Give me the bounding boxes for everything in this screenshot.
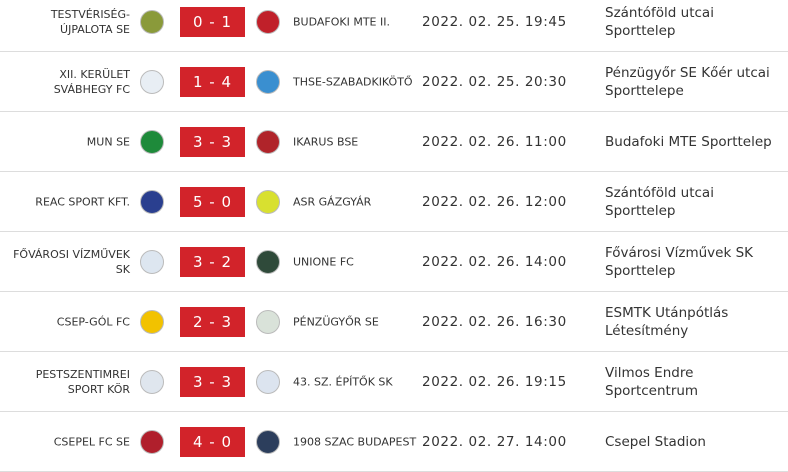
home-team: TESTVÉRISÉG-ÚJPALOTA SE: [50, 7, 130, 36]
match-datetime: 2022. 02. 27. 14:00: [422, 433, 567, 450]
score: 1 - 4: [180, 66, 245, 97]
match-datetime: 2022. 02. 26. 14:00: [422, 253, 567, 270]
venue: Fővárosi Vízművek SK Sporttelep: [605, 244, 753, 279]
away-logo: [256, 9, 280, 34]
home-team: CSEPEL FC SE: [53, 435, 130, 448]
away-logo: [256, 309, 280, 334]
venue: Vilmos Endre Sportcentrum: [605, 364, 699, 399]
score: 2 - 3: [180, 306, 245, 337]
home-logo: [140, 129, 164, 154]
away-logo: [256, 69, 280, 94]
match-row[interactable]: XII. KERÜLET SVÁBHEGY FC 1 - 4 THSE-SZABAD…: [0, 52, 788, 112]
home-team: CSEP-GÓL FC: [56, 315, 130, 328]
match-datetime: 2022. 02. 26. 16:30: [422, 313, 567, 330]
score: 4 - 0: [180, 426, 245, 457]
match-row[interactable]: FŐVÁROSI VÍZMŰVEK SK 3 - 2 UNIONE FC 2022. …: [0, 232, 788, 292]
away-team: BUDAFOKI MTE II.: [293, 15, 390, 28]
venue: Szántóföld utcai Sporttelep: [605, 4, 714, 39]
score: 5 - 0: [180, 186, 245, 217]
home-logo: [140, 429, 164, 454]
home-logo: [140, 9, 164, 34]
match-row[interactable]: MUN SE 3 - 3 IKARUS BSE 2022. 02. 26. 11:00…: [0, 112, 788, 172]
score: 3 - 3: [180, 366, 245, 397]
away-team: PÉNZÜGYŐR SE: [293, 315, 379, 328]
away-team: ASR GÁZGYÁR: [293, 195, 372, 208]
home-team: XII. KERÜLET SVÁBHEGY FC: [53, 67, 130, 96]
match-row[interactable]: REAC SPORT KFT. 5 - 0 ASR GÁZGYÁR 2022. 02.…: [0, 172, 788, 232]
home-logo: [140, 249, 164, 274]
home-logo: [140, 369, 164, 394]
home-team: FŐVÁROSI VÍZMŰVEK SK: [13, 247, 130, 276]
away-logo: [256, 249, 280, 274]
match-row[interactable]: CSEPEL FC SE 4 - 0 1908 SZAC BUDAPEST 2022.…: [0, 412, 788, 472]
away-team: UNIONE FC: [293, 255, 354, 268]
venue: Pénzügyőr SE Kőér utcai Sporttelepe: [605, 64, 770, 99]
match-datetime: 2022. 02. 25. 20:30: [422, 73, 567, 90]
match-datetime: 2022. 02. 26. 19:15: [422, 373, 567, 390]
match-row[interactable]: TESTVÉRISÉG-ÚJPALOTA SE 0 - 1 BUDAFOKI MTE…: [0, 0, 788, 52]
away-logo: [256, 369, 280, 394]
away-logo: [256, 429, 280, 454]
home-team: REAC SPORT KFT.: [35, 195, 130, 208]
match-datetime: 2022. 02. 26. 12:00: [422, 193, 567, 210]
away-logo: [256, 129, 280, 154]
home-team: PESTSZENTIMREI SPORT KÖR: [35, 367, 130, 396]
away-team: 43. SZ. ÉPÍTŐK SK: [293, 375, 393, 388]
match-row[interactable]: PESTSZENTIMREI SPORT KÖR 3 - 3 43. SZ. ÉPÍ…: [0, 352, 788, 412]
score: 0 - 1: [180, 6, 245, 37]
score: 3 - 3: [180, 126, 245, 157]
match-datetime: 2022. 02. 26. 11:00: [422, 133, 567, 150]
away-team: THSE-SZABADKIKÖTŐ: [293, 75, 413, 88]
away-logo: [256, 189, 280, 214]
away-team: IKARUS BSE: [293, 135, 359, 148]
match-row[interactable]: CSEP-GÓL FC 2 - 3 PÉNZÜGYŐR SE 2022. 02. 26…: [0, 292, 788, 352]
venue: Csepel Stadion: [605, 433, 706, 450]
match-datetime: 2022. 02. 25. 19:45: [422, 13, 567, 30]
away-team: 1908 SZAC BUDAPEST: [293, 435, 417, 448]
venue: Budafoki MTE Sporttelep: [605, 133, 772, 150]
home-logo: [140, 309, 164, 334]
score: 3 - 2: [180, 246, 245, 277]
home-logo: [140, 189, 164, 214]
home-logo: [140, 69, 164, 94]
venue: Szántóföld utcai Sporttelep: [605, 184, 714, 219]
home-team: MUN SE: [86, 135, 130, 148]
venue: ESMTK Utánpótlás Létesítmény: [605, 304, 729, 339]
